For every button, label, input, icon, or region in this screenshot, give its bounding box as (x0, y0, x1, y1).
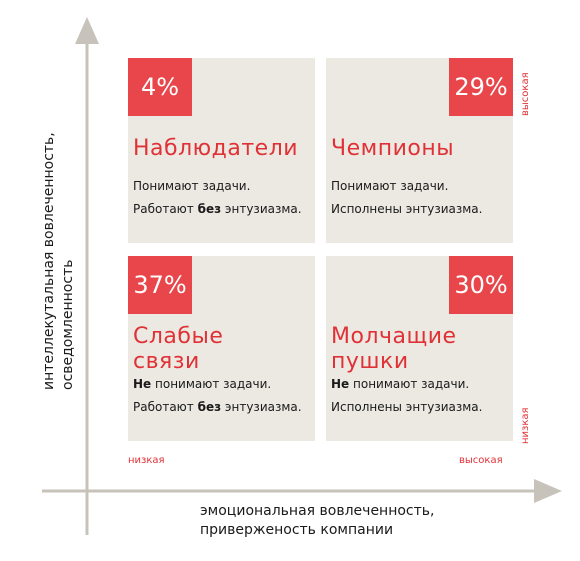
quadrant-line-1: Не понимают задачи. (331, 377, 470, 391)
quadrant-title: Слабые связи (133, 324, 224, 374)
quadrant-line-1: Понимают задачи. (133, 179, 251, 193)
quadrant-observers: 4% Наблюдатели Понимают задачи. Работают… (128, 58, 315, 243)
quadrant-silent-guns: 30% Молчащие пушки Не понимают задачи. Ис… (326, 256, 513, 441)
quadrant-line-2: Исполнены энтузиазма. (331, 400, 483, 414)
percent-badge: 4% (128, 58, 192, 116)
quadrant-line-2: Исполнены энтузиазма. (331, 202, 483, 216)
y-axis-title: интеллекутальная вовлеченность, осведомл… (41, 132, 76, 390)
quadrant-champions: 29% Чемпионы Понимают задачи. Исполнены … (326, 58, 513, 243)
x-axis-title: эмоциональная вовлеченность, приверженос… (200, 503, 435, 538)
percent-badge: 37% (128, 256, 192, 314)
quadrant-title: Чемпионы (331, 136, 455, 161)
quadrant-title: Наблюдатели (133, 136, 299, 161)
quadrant-weak-links: 37% Слабые связи Не понимают задачи. Рабо… (128, 256, 315, 441)
x-axis-arrow-icon (534, 479, 562, 503)
quadrant-line-2: Работают без энтузиазма. (133, 202, 302, 216)
percent-badge: 30% (449, 256, 513, 314)
y-axis-low-label: низкая (520, 407, 531, 444)
quadrant-line-2: Работают без энтузиазма. (133, 400, 302, 414)
quadrant-title: Молчащие пушки (331, 324, 457, 374)
quadrant-line-1: Понимают задачи. (331, 179, 449, 193)
x-axis-low-label: низкая (128, 455, 165, 466)
y-axis-arrow-icon (75, 17, 99, 44)
x-axis-high-label: высокая (459, 455, 503, 466)
percent-badge: 29% (449, 58, 513, 116)
y-axis-high-label: высокая (520, 72, 531, 116)
quadrant-line-1: Не понимают задачи. (133, 377, 272, 391)
